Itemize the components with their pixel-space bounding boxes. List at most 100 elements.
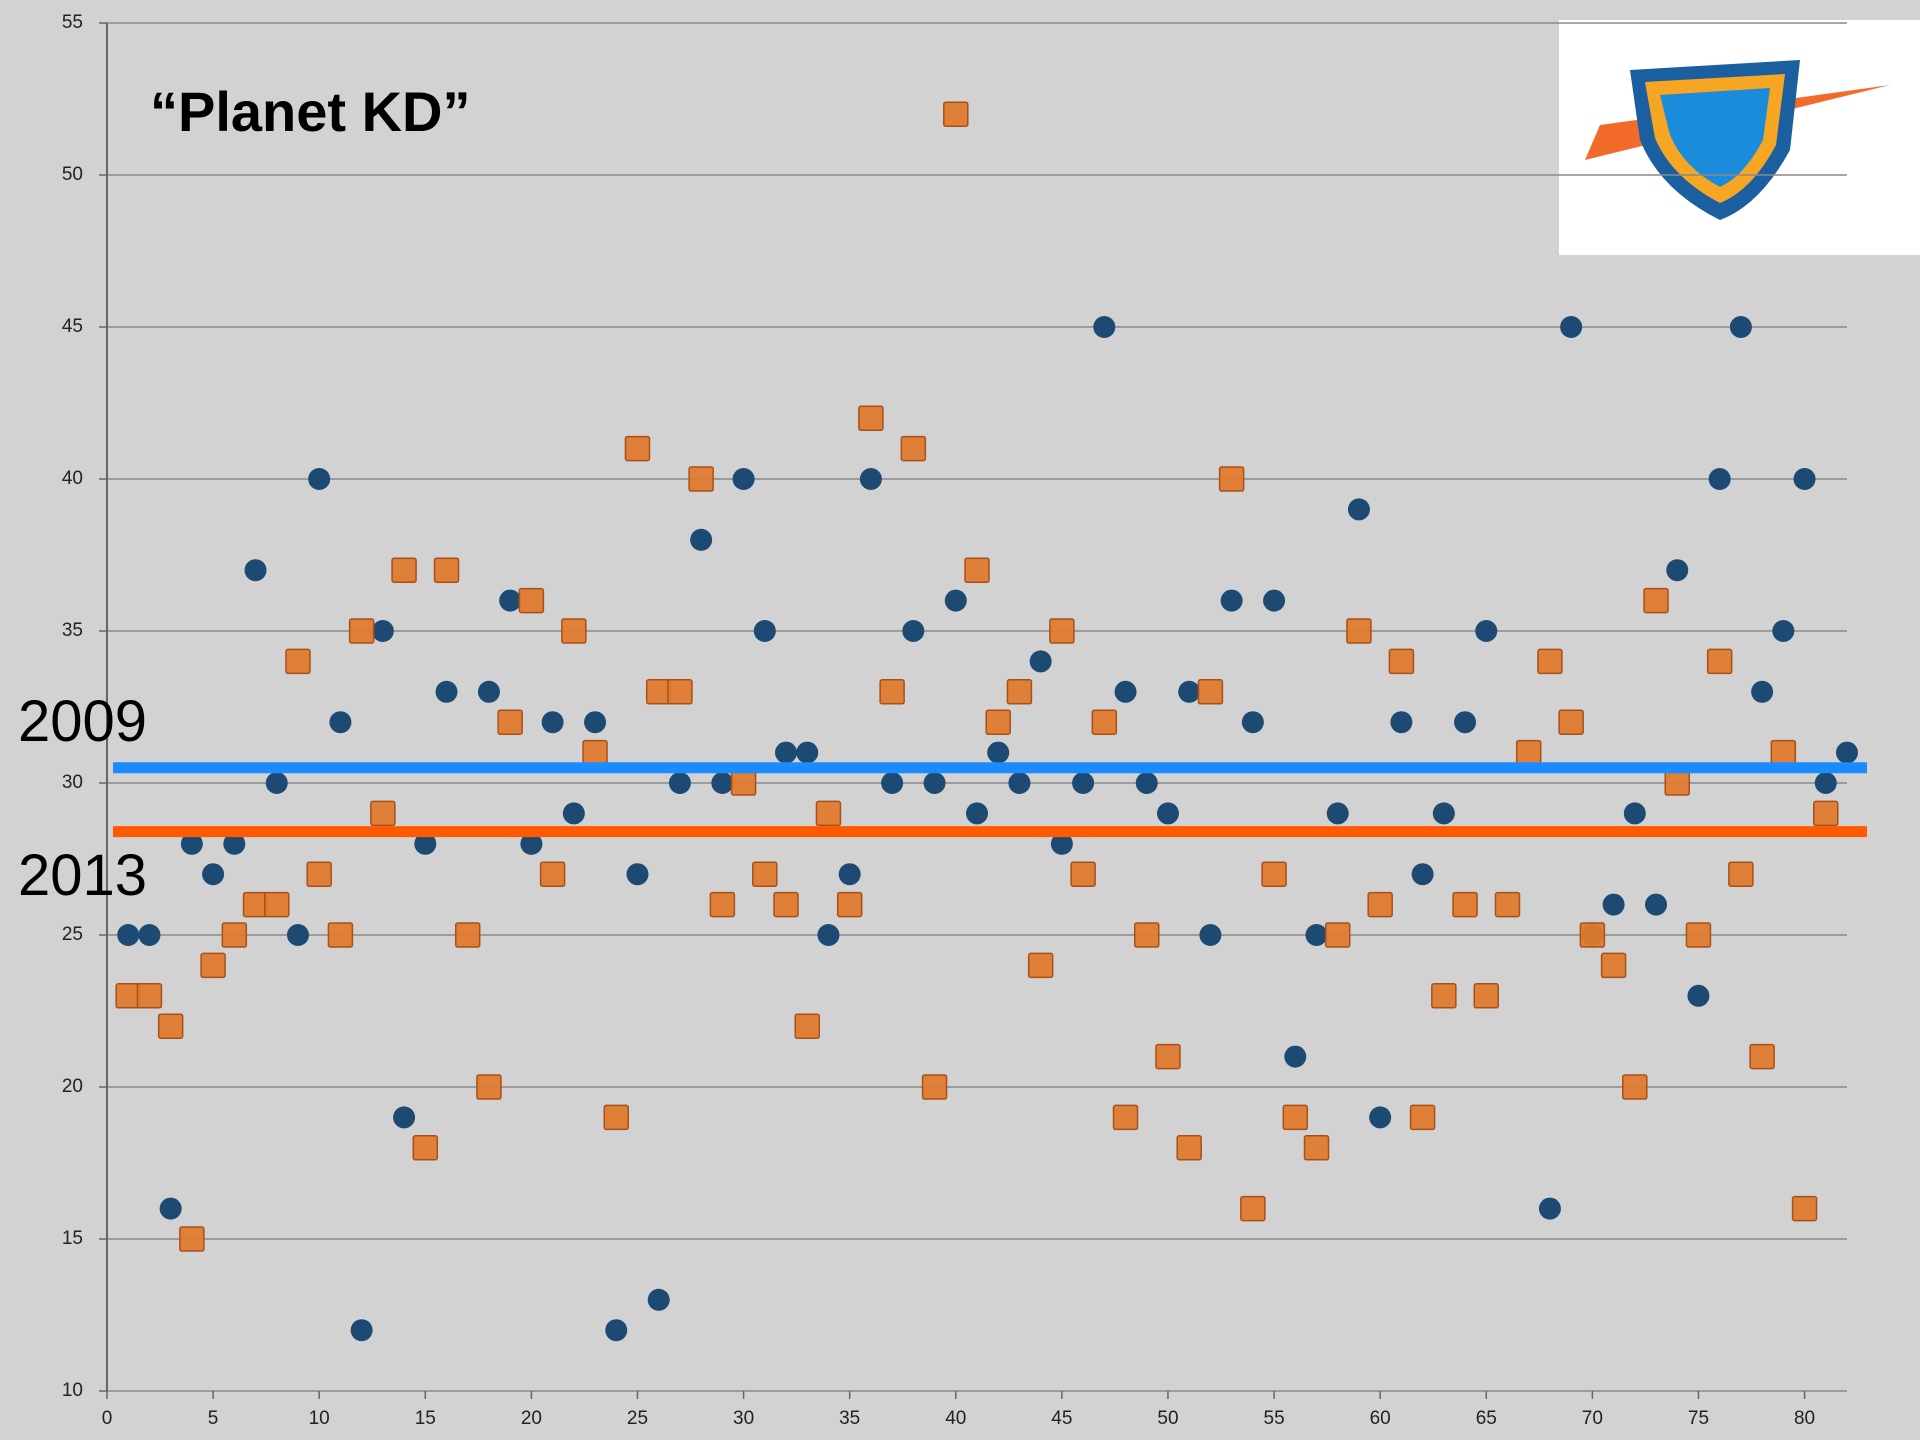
point <box>1475 620 1498 642</box>
point <box>562 802 585 825</box>
point <box>1218 466 1245 492</box>
point <box>838 863 861 886</box>
point <box>157 1013 184 1039</box>
point <box>709 891 736 918</box>
point <box>350 1319 373 1342</box>
y-tick-label: 40 <box>62 468 83 489</box>
point <box>1388 648 1415 675</box>
point <box>327 922 354 948</box>
point <box>138 924 161 946</box>
point <box>329 711 352 734</box>
point <box>285 648 311 675</box>
point <box>668 772 691 794</box>
point <box>1303 1135 1330 1161</box>
point <box>1622 1074 1648 1100</box>
point <box>1134 922 1160 948</box>
point <box>667 679 693 705</box>
point <box>497 709 523 735</box>
x-tick-label: 35 <box>839 1408 860 1429</box>
point <box>412 1135 439 1161</box>
point <box>1050 832 1073 855</box>
point <box>1241 711 1264 734</box>
point <box>1261 861 1287 887</box>
point <box>1814 772 1837 794</box>
point <box>1473 983 1500 1009</box>
point <box>815 800 842 827</box>
point <box>603 1104 630 1131</box>
point <box>1240 1195 1266 1222</box>
point <box>1409 1104 1436 1131</box>
point <box>1305 924 1328 946</box>
point <box>1091 709 1118 735</box>
x-tick-label: 60 <box>1370 1408 1391 1429</box>
y-tick-label: 50 <box>62 164 83 185</box>
point <box>1155 1043 1181 1070</box>
point <box>477 680 500 703</box>
point <box>1284 1045 1307 1068</box>
point <box>730 770 757 796</box>
x-tick-label: 10 <box>309 1408 330 1429</box>
point <box>1093 316 1116 338</box>
point <box>1452 891 1478 918</box>
point <box>1749 1043 1775 1070</box>
point <box>923 772 946 794</box>
point <box>773 891 799 918</box>
point <box>286 924 309 946</box>
point <box>794 1013 820 1039</box>
point <box>1538 1197 1561 1220</box>
point <box>966 802 988 825</box>
point <box>711 772 734 794</box>
point <box>1560 316 1583 338</box>
point <box>1112 1104 1139 1131</box>
x-tick-label: 20 <box>521 1408 542 1429</box>
point <box>244 559 267 582</box>
point <box>1432 802 1455 825</box>
point <box>605 1319 628 1342</box>
point <box>817 924 840 946</box>
point <box>1708 468 1731 490</box>
point <box>179 1226 205 1252</box>
point <box>624 435 651 462</box>
point <box>117 924 140 946</box>
point <box>454 922 481 948</box>
x-tick-label: 50 <box>1157 1408 1178 1429</box>
point <box>964 557 990 583</box>
point <box>115 983 141 1009</box>
point <box>1793 468 1816 490</box>
point <box>753 620 776 642</box>
y-tick-label: 10 <box>62 1380 83 1401</box>
point <box>1645 893 1668 916</box>
point <box>1282 1104 1309 1131</box>
x-tick-label: 40 <box>945 1408 966 1429</box>
point <box>1600 952 1627 979</box>
point <box>1623 802 1646 825</box>
point <box>1178 680 1201 703</box>
point <box>859 468 882 490</box>
point <box>732 468 755 490</box>
point <box>1729 316 1752 338</box>
point <box>1791 1195 1818 1222</box>
point <box>348 618 375 644</box>
point <box>647 1288 670 1311</box>
point <box>414 832 437 855</box>
point <box>1813 800 1839 827</box>
point <box>370 800 396 827</box>
point <box>1685 922 1712 948</box>
point <box>690 528 713 551</box>
point <box>879 679 905 705</box>
y-tick-label: 35 <box>62 620 83 641</box>
point <box>1411 863 1434 886</box>
point <box>180 832 203 855</box>
point <box>582 739 608 766</box>
series-label: 2009 <box>18 689 147 754</box>
point <box>308 468 331 490</box>
point <box>499 589 522 612</box>
point <box>881 772 904 794</box>
point <box>520 832 543 855</box>
point <box>1049 618 1075 644</box>
y-tick-label: 45 <box>62 316 83 337</box>
point <box>1728 861 1754 887</box>
point <box>921 1074 948 1100</box>
point <box>1390 711 1413 734</box>
